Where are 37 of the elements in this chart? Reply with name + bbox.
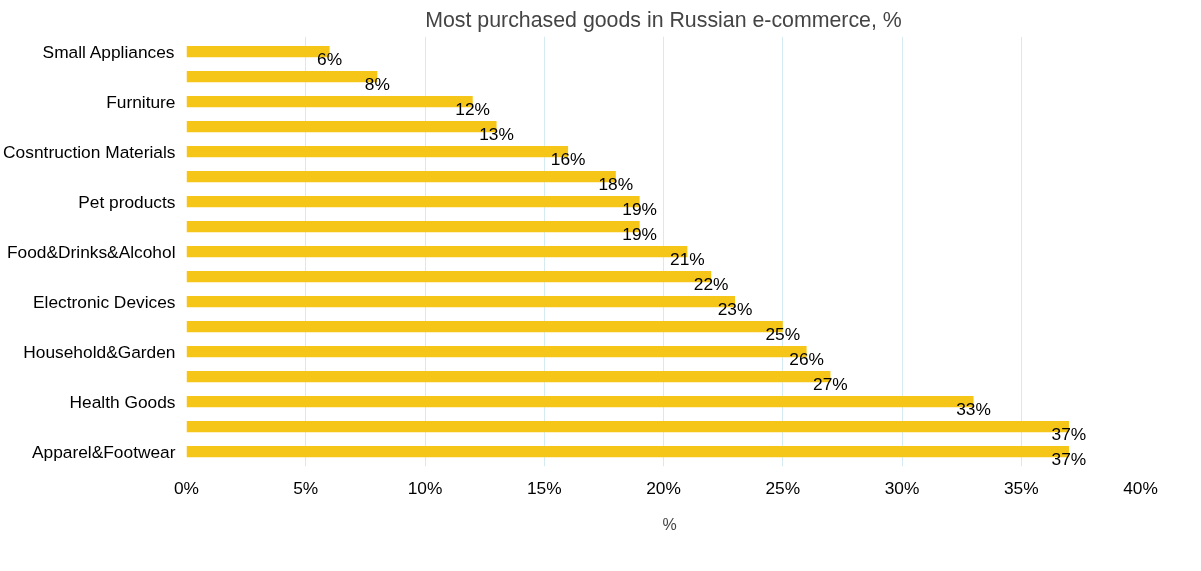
data-label: 37% — [1051, 448, 1087, 469]
data-label: 37% — [1051, 423, 1087, 444]
data-label: 19% — [622, 223, 657, 244]
text: % — [662, 516, 678, 534]
data-label: 6% — [317, 48, 343, 69]
data-label: 26% — [789, 348, 824, 369]
data-label: 13% — [479, 123, 514, 144]
data-label: 23% — [717, 298, 753, 319]
y-tick-label: Small Appliances — [42, 41, 175, 62]
data-label: 33% — [956, 398, 991, 419]
chart-title: Most purchased goods in Russian e-commerce, % — [425, 7, 902, 32]
data-label: 8% — [364, 73, 390, 94]
y-tick-label: Health Goods — [69, 391, 176, 412]
y-tick-label: Apparel&Footwear — [31, 441, 176, 462]
x-tick-label: 40% — [1123, 477, 1158, 498]
data-label: 27% — [813, 373, 848, 394]
data-label: 18% — [598, 173, 634, 194]
data-label: 19% — [622, 198, 657, 219]
data-label: 25% — [765, 323, 801, 344]
x-tick-label: 25% — [765, 477, 801, 498]
x-tick-label: 35% — [1003, 477, 1039, 498]
data-label: 16% — [550, 148, 586, 169]
y-tick-label: Furniture — [106, 91, 176, 112]
x-tick-label: 20% — [646, 477, 681, 498]
x-tick-label: 0% — [173, 477, 200, 498]
y-tick-label: Household&Garden — [23, 341, 176, 362]
data-label: 22% — [693, 273, 729, 294]
data-label: 21% — [670, 248, 705, 269]
x-tick-label: 30% — [884, 477, 920, 498]
y-tick-label: Pet products — [78, 191, 176, 212]
y-tick-label: Cosntruction Materials — [3, 141, 176, 162]
y-tick-label: Food&Drinks&Alcohol — [6, 241, 176, 262]
y-tick-label: Electronic Devices — [32, 291, 176, 312]
x-tick-label: 15% — [526, 477, 562, 498]
data-label: 12% — [455, 98, 491, 119]
x-tick-label: 10% — [407, 477, 443, 498]
x-tick-label: 5% — [293, 477, 319, 498]
